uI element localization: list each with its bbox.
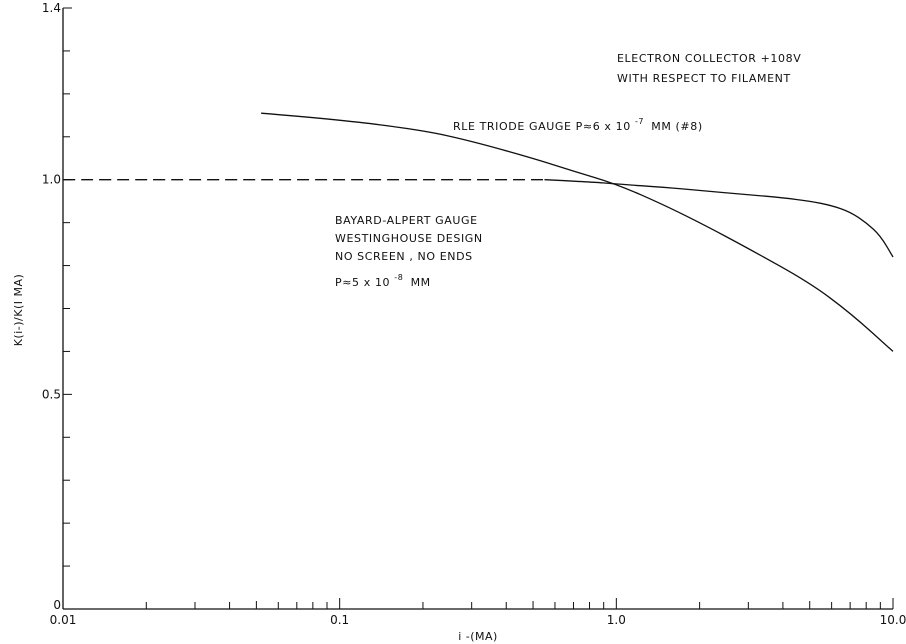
ba-pressure-annotation: P≈5 x 10 -8 MM xyxy=(335,270,431,289)
annotations: ELECTRON COLLECTOR +108V WITH RESPECT TO… xyxy=(335,52,801,289)
series-line-3 xyxy=(544,179,894,258)
tick-labels: 0.01 0.1 1.0 10.0 0 0.5 1.0 1.4 xyxy=(42,1,906,627)
ba-pressure-text: P≈5 x 10 xyxy=(335,276,390,289)
tick-marks xyxy=(62,7,894,610)
x-tick-label: 0.1 xyxy=(330,613,349,627)
ba-annotation-line-3: NO SCREEN , NO ENDS xyxy=(335,250,473,263)
collector-annotation-line-2: WITH RESPECT TO FILAMENT xyxy=(617,72,791,85)
x-tick-label: 0.01 xyxy=(50,613,77,627)
triode-annotation-tail: MM (#8) xyxy=(651,120,702,133)
plot-axes xyxy=(62,8,893,610)
x-tick-label: 10.0 xyxy=(880,613,906,627)
series-line-1 xyxy=(261,112,894,352)
ba-annotation-line-1: BAYARD-ALPERT GAUGE xyxy=(335,214,478,227)
triode-annotation-text: RLE TRIODE GAUGE P≈6 x 10 xyxy=(453,120,631,133)
y-tick-label: 1.4 xyxy=(42,1,61,15)
y-tick-label: 0 xyxy=(53,598,61,612)
y-tick-label: 1.0 xyxy=(42,173,61,187)
x-axis-title: i -(MA) xyxy=(458,630,498,643)
y-axis-title: K(i-)/K(I MA) xyxy=(12,274,25,347)
triode-annotation: RLE TRIODE GAUGE P≈6 x 10 -7 MM (#8) xyxy=(453,114,703,133)
series-group xyxy=(63,112,894,352)
ba-pressure-tail: MM xyxy=(411,276,431,289)
triode-annotation-exponent: -7 xyxy=(635,117,644,126)
ba-pressure-exponent: -8 xyxy=(394,273,403,282)
y-tick-label: 0.5 xyxy=(42,387,61,401)
collector-annotation-line-1: ELECTRON COLLECTOR +108V xyxy=(617,52,801,65)
ba-annotation-line-2: WESTINGHOUSE DESIGN xyxy=(335,232,483,245)
x-tick-label: 1.0 xyxy=(607,613,626,627)
